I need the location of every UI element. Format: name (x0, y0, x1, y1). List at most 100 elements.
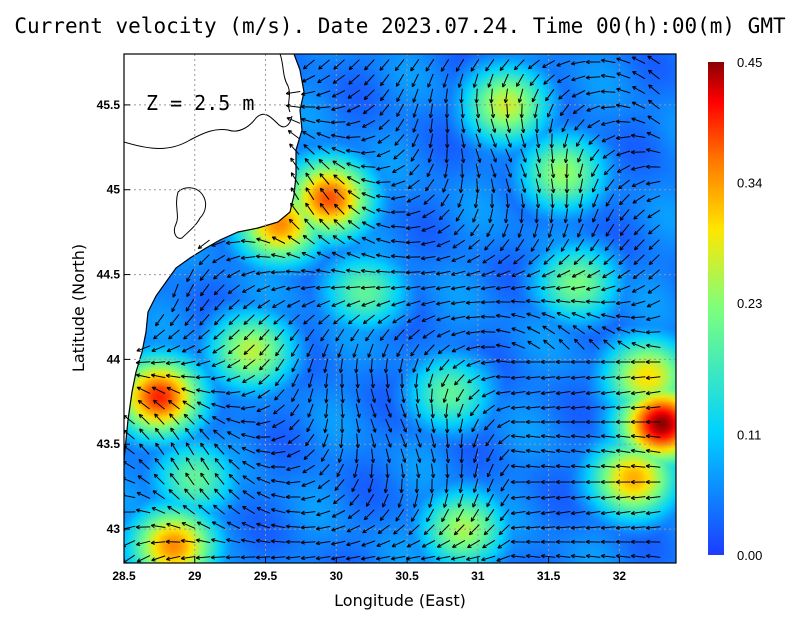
velocity-arrow (136, 555, 151, 563)
velocity-arrow (600, 495, 616, 501)
velocity-arrow (490, 178, 496, 194)
velocity-arrow (271, 435, 286, 442)
velocity-arrow (275, 359, 285, 372)
velocity-arrow (585, 553, 601, 559)
velocity-arrow (466, 360, 481, 367)
velocity-arrow (290, 202, 300, 215)
velocity-arrow (570, 60, 586, 66)
velocity-arrow (375, 269, 391, 274)
velocity-arrow (615, 525, 631, 530)
velocity-arrow (630, 133, 646, 138)
velocity-arrow (632, 269, 645, 280)
velocity-arrow (422, 329, 435, 339)
velocity-arrow (600, 300, 616, 305)
velocity-arrow (332, 74, 345, 84)
velocity-arrow (469, 404, 480, 417)
velocity-arrow (339, 433, 344, 449)
velocity-arrow (396, 343, 404, 358)
velocity-arrow (615, 119, 631, 124)
velocity-arrow (305, 329, 315, 342)
velocity-arrow (136, 345, 151, 352)
colorbar-label: 0.34 (737, 176, 762, 191)
velocity-arrow (549, 208, 554, 224)
velocity-arrow (415, 433, 422, 448)
velocity-arrow (646, 300, 661, 308)
colorbar-label: 0.23 (737, 296, 762, 311)
velocity-arrow (555, 525, 571, 530)
velocity-arrow (286, 450, 301, 458)
velocity-arrow (196, 344, 211, 353)
velocity-arrow (303, 314, 315, 325)
velocity-arrow (240, 419, 256, 424)
velocity-arrow (421, 225, 436, 232)
velocity-arrow (490, 133, 497, 148)
velocity-arrow (525, 298, 541, 304)
velocity-arrow (427, 373, 434, 388)
velocity-arrow (390, 224, 406, 229)
velocity-arrow (317, 479, 330, 490)
velocity-arrow (600, 390, 616, 396)
velocity-arrow (320, 448, 330, 462)
velocity-arrow (152, 490, 165, 500)
velocity-arrow (345, 555, 361, 561)
velocity-arrow (316, 90, 331, 97)
velocity-arrow (525, 479, 541, 485)
velocity-arrow (535, 178, 541, 194)
velocity-arrow (601, 285, 616, 292)
velocity-arrow (473, 463, 479, 479)
velocity-arrow (430, 463, 436, 479)
velocity-arrow (630, 359, 646, 365)
velocity-arrow (600, 479, 616, 485)
land-mass (124, 54, 304, 460)
velocity-arrow (286, 465, 301, 472)
velocity-arrow (519, 103, 524, 119)
velocity-arrow (385, 448, 391, 464)
velocity-arrow (585, 375, 601, 380)
velocity-arrow (588, 134, 600, 145)
velocity-arrow (379, 74, 390, 87)
velocity-arrow (555, 495, 571, 501)
velocity-arrow (436, 539, 451, 548)
velocity-arrow (385, 463, 390, 479)
velocity-arrow (198, 254, 210, 266)
velocity-arrow (302, 59, 315, 70)
velocity-arrow (505, 118, 511, 134)
velocity-arrow (645, 464, 661, 469)
velocity-arrow (355, 403, 361, 419)
velocity-arrow (602, 149, 615, 159)
velocity-arrow (425, 58, 435, 72)
velocity-arrow (211, 360, 226, 367)
velocity-arrow (533, 103, 539, 119)
velocity-arrow (376, 300, 391, 307)
velocity-arrow (241, 522, 256, 529)
velocity-arrow (497, 539, 510, 549)
velocity-arrow (290, 187, 300, 201)
velocity-arrow (409, 164, 420, 176)
velocity-arrow (213, 329, 225, 340)
velocity-arrow (226, 255, 241, 262)
velocity-arrow (228, 329, 240, 340)
velocity-arrow (405, 270, 421, 275)
velocity-arrow (170, 442, 180, 456)
velocity-arrow (272, 299, 286, 308)
x-tick-label: 30 (330, 569, 344, 583)
velocity-arrow (648, 224, 660, 235)
velocity-arrow (407, 179, 420, 190)
velocity-arrow (604, 239, 615, 252)
velocity-arrow (304, 158, 315, 170)
velocity-arrow (648, 269, 660, 280)
velocity-arrow (459, 448, 464, 464)
velocity-arrow (545, 238, 555, 252)
velocity-arrow (213, 429, 225, 440)
velocity-arrow (240, 555, 256, 560)
velocity-arrow (331, 300, 346, 307)
velocity-arrow (490, 103, 496, 119)
velocity-arrow (286, 252, 301, 259)
velocity-arrow (571, 312, 586, 319)
velocity-arrow (451, 330, 466, 337)
velocity-arrow (486, 463, 494, 478)
velocity-arrow (171, 298, 179, 313)
velocity-arrow (169, 314, 180, 327)
velocity-arrow (615, 539, 631, 545)
velocity-arrow (482, 404, 495, 414)
